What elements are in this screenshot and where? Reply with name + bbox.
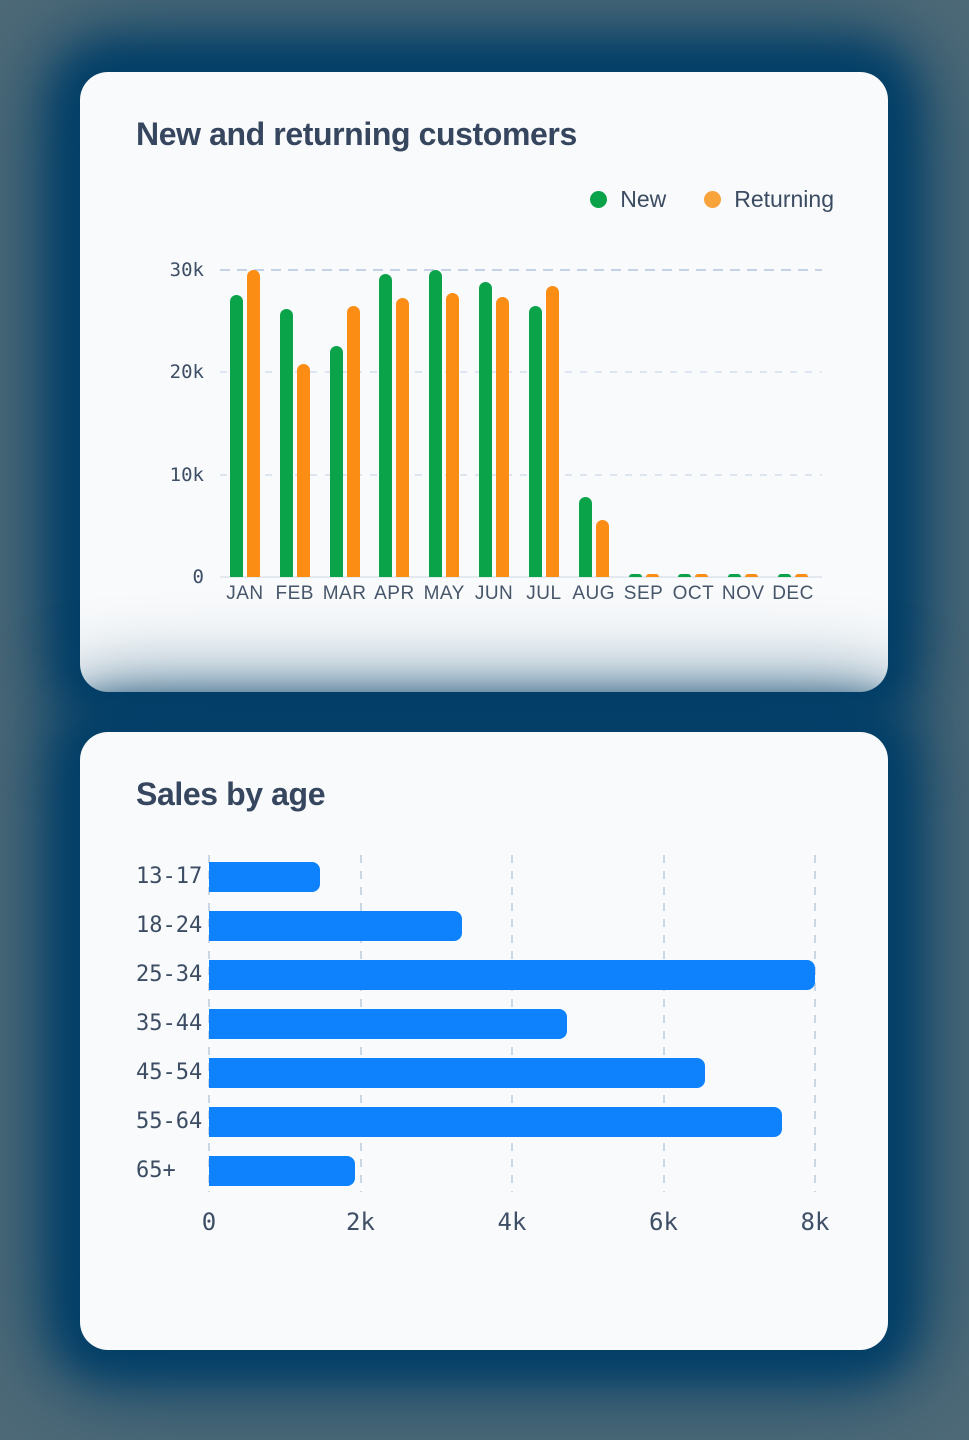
y-tick-label: 10k: [169, 463, 204, 486]
returning-bar: [645, 573, 659, 577]
month-label: AUG: [572, 583, 616, 604]
returning-bar: [496, 296, 510, 577]
month-group-mar: [320, 270, 370, 577]
category-label: 45-54: [136, 1060, 203, 1085]
chart-legend: New Returning: [590, 186, 834, 213]
gridline-20k: [220, 371, 822, 374]
sales-bar: [209, 1156, 356, 1186]
new-bar: [479, 282, 493, 577]
new-bar: [279, 308, 293, 577]
new-bar: [528, 305, 542, 577]
legend-label: New: [620, 186, 667, 212]
month-group-nov: [718, 270, 768, 577]
month-label: JUN: [474, 583, 514, 604]
returning-bar: [446, 292, 460, 577]
category-label: 55-64: [136, 1109, 203, 1134]
month-group-oct: [668, 270, 718, 577]
month-label: MAY: [423, 583, 465, 604]
y-tick-label: 30k: [169, 259, 204, 281]
sales-plot-area: [208, 855, 816, 1192]
month-label: FEB: [275, 583, 314, 604]
gridline-30k: [220, 269, 822, 271]
legend-label: Returning: [734, 186, 834, 212]
x-tick-label: 0: [201, 1208, 217, 1236]
month-group-dec: [768, 270, 818, 577]
month-label: SEP: [623, 583, 664, 604]
gridline-0: [220, 576, 822, 578]
month-group-jul: [519, 270, 569, 577]
returning-bar: [346, 305, 360, 577]
new-bar: [628, 573, 642, 577]
returning-legend-dot-icon: [704, 191, 722, 208]
customers-chart-title: New and returning customers: [136, 116, 577, 152]
new-bar: [379, 274, 393, 577]
sales-bar: [209, 1058, 706, 1088]
month-group-sep: [619, 270, 669, 577]
month-group-jan: [220, 270, 270, 577]
legend-item-new[interactable]: New: [590, 186, 666, 213]
sales-bar: [209, 1107, 782, 1137]
new-bar: [329, 345, 343, 577]
sales-bar: [209, 1009, 567, 1039]
new-bar: [578, 497, 592, 577]
x-axis-month-labels: JAN FEB MAR APR MAY JUN JUL AUG SEP OCT NOV DEC: [220, 583, 818, 605]
sales-by-age-chart-card: Sales by age 13-17 18-24 25-34 35-44 45-54 55…: [80, 732, 888, 1350]
month-label: DEC: [772, 583, 814, 604]
returning-bar: [296, 364, 310, 577]
month-group-aug: [569, 270, 619, 577]
gridline-10k: [220, 473, 822, 476]
x-tick-label: 8k: [800, 1208, 830, 1236]
month-label: OCT: [672, 583, 715, 604]
bars-row: [220, 270, 818, 577]
y-tick-label: 0: [192, 566, 204, 588]
sales-chart-title: Sales by age: [136, 776, 326, 812]
returning-bar: [545, 286, 559, 577]
new-legend-dot-icon: [590, 191, 608, 208]
sales-bar: [209, 862, 321, 892]
sales-bar: [209, 911, 462, 941]
month-group-feb: [270, 270, 320, 577]
gridline-8k: [814, 855, 816, 1192]
returning-bar: [396, 297, 410, 577]
customers-chart-card: New and returning customers New Returning…: [80, 72, 888, 692]
customers-plot-area: 30k 20k 10k 0: [170, 259, 822, 588]
month-label: APR: [374, 583, 415, 604]
new-bar: [229, 294, 243, 577]
month-label: MAR: [322, 583, 367, 604]
category-label: 65+: [136, 1158, 176, 1183]
sales-bar: [209, 960, 815, 990]
new-bar: [728, 573, 742, 577]
new-bar: [678, 573, 692, 577]
legend-item-returning[interactable]: Returning: [704, 186, 834, 213]
new-bar: [778, 573, 792, 577]
x-tick-label: 2k: [346, 1208, 375, 1236]
returning-bar: [795, 573, 809, 577]
month-group-may: [419, 270, 469, 577]
category-label: 18-24: [136, 913, 203, 938]
category-label: 35-44: [136, 1011, 203, 1036]
category-label: 25-34: [136, 962, 203, 987]
returning-bar: [745, 573, 759, 577]
month-group-apr: [369, 270, 419, 577]
gridline-6k: [662, 855, 665, 1192]
month-label: NOV: [721, 583, 765, 604]
new-bar: [429, 270, 443, 577]
returning-bar: [595, 519, 609, 577]
month-label: JUL: [526, 583, 562, 604]
y-tick-label: 20k: [169, 361, 204, 384]
returning-bar: [695, 573, 709, 577]
x-tick-label: 4k: [497, 1208, 527, 1236]
returning-bar: [246, 270, 260, 577]
x-tick-label: 6k: [649, 1208, 678, 1236]
month-label: JAN: [226, 583, 264, 604]
category-label: 13-17: [136, 864, 203, 889]
month-group-jun: [469, 270, 519, 577]
